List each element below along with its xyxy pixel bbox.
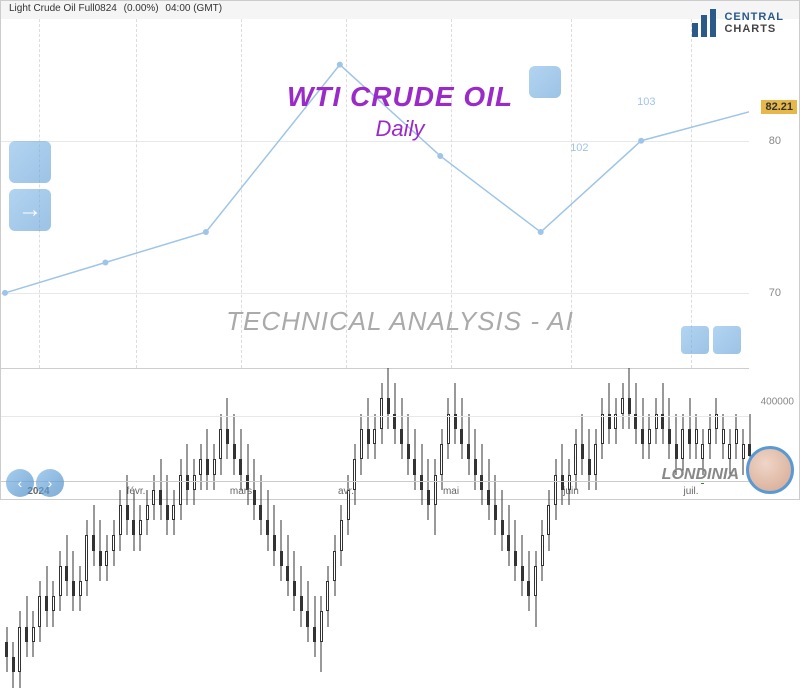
logo-icon: [690, 9, 718, 37]
chart-subtitle: Daily: [376, 116, 425, 142]
indicator-icon-1[interactable]: [529, 66, 561, 104]
tech-analysis-label: TECHNICAL ANALYSIS - AI: [226, 306, 574, 337]
brand-logo[interactable]: CENTRAL CHARTS: [690, 9, 784, 37]
time-label: 04:00 (GMT): [165, 3, 222, 14]
volume-chart[interactable]: 400000: [1, 371, 749, 483]
nav-arrows: ‹ ›: [6, 469, 64, 497]
arrow-tool-icon[interactable]: →: [9, 189, 51, 231]
instrument-name: Light Crude Oil Full0824: [9, 3, 117, 14]
bottom-toolbar: [681, 326, 741, 354]
chart-tool-icon[interactable]: [9, 141, 51, 183]
header-bar: Light Crude Oil Full0824 (0.00%) 04:00 (…: [1, 1, 799, 19]
zigzag-icon[interactable]: [713, 326, 741, 354]
nav-left-button[interactable]: ‹: [6, 469, 34, 497]
avatar-icon[interactable]: [746, 446, 794, 494]
y-axis: 708082.21: [749, 19, 799, 369]
chart-container: Light Crude Oil Full0824 (0.00%) 04:00 (…: [0, 0, 800, 500]
x-axis: 2024févr.marsavr.maijuinjuil.: [1, 481, 749, 499]
londinia-brand: LONDINIA: [662, 466, 739, 484]
side-toolbar: →: [9, 141, 51, 237]
indicator-icon[interactable]: [681, 326, 709, 354]
nav-right-button[interactable]: ›: [36, 469, 64, 497]
change-pct: (0.00%): [124, 3, 159, 14]
logo-text: CENTRAL CHARTS: [724, 11, 784, 35]
chart-title: WTI CRUDE OIL: [287, 81, 513, 113]
